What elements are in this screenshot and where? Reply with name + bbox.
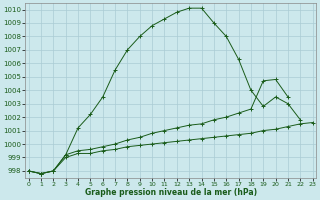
X-axis label: Graphe pression niveau de la mer (hPa): Graphe pression niveau de la mer (hPa)	[84, 188, 257, 197]
